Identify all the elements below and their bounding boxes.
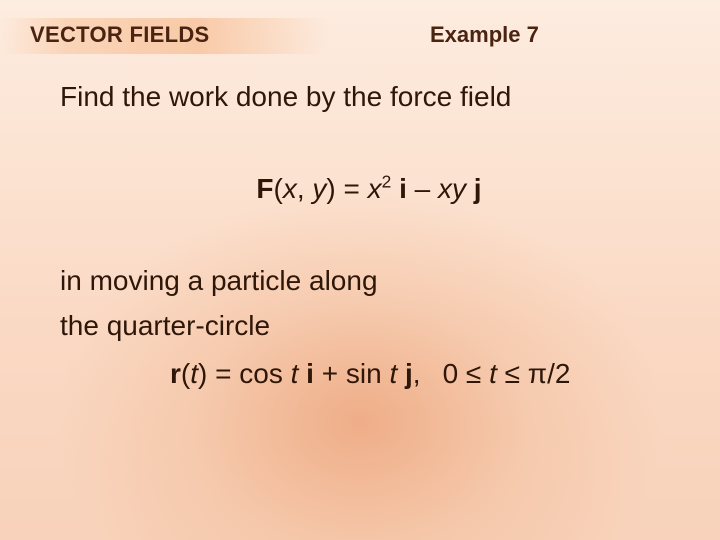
eq-unit-j: j: [474, 173, 482, 204]
eq-unit-j: j: [405, 358, 413, 389]
slide-body: Find the work done by the force field F(…: [60, 78, 678, 393]
range-text: 0 ≤: [443, 358, 490, 389]
eq-text: [298, 358, 306, 389]
eq-F-symbol: F: [256, 173, 273, 204]
eq-text: + sin: [314, 358, 389, 389]
range-text: ≤ π/2: [497, 358, 571, 389]
eq-text: [391, 173, 399, 204]
eq-text: ) = cos: [198, 358, 291, 389]
eq-r-symbol: r: [170, 358, 181, 389]
intro-line: Find the work done by the force field: [60, 78, 678, 116]
force-field-equation: F(x, y) = x2 i – xy j: [60, 170, 678, 208]
eq-text: (: [274, 173, 283, 204]
body-line-2: in moving a particle along: [60, 262, 678, 300]
eq-var-t: t: [190, 358, 198, 389]
eq-exp-2: 2: [382, 171, 392, 191]
eq-unit-i: i: [306, 358, 314, 389]
eq-text: (: [181, 358, 190, 389]
eq-var-x: x: [283, 173, 297, 204]
eq-text: [397, 358, 405, 389]
eq-var-x2-base: x: [368, 173, 382, 204]
slide: VECTOR FIELDS Example 7 Find the work do…: [0, 0, 720, 540]
eq-text: ,: [297, 173, 313, 204]
eq-unit-i: i: [399, 173, 407, 204]
eq-text: –: [407, 173, 438, 204]
curve-equation: r(t) = cos t i + sin t j,0 ≤ t ≤ π/2: [60, 355, 678, 393]
section-title: VECTOR FIELDS: [30, 22, 210, 48]
example-label: Example 7: [430, 22, 539, 48]
eq-var-t: t: [489, 358, 497, 389]
eq-text: [466, 173, 474, 204]
t-range: 0 ≤ t ≤ π/2: [443, 355, 571, 393]
body-line-3: the quarter-circle: [60, 307, 678, 345]
eq-text: ,: [413, 358, 421, 389]
eq-text: ) =: [326, 173, 367, 204]
eq-var-xy: xy: [438, 173, 466, 204]
eq-var-y: y: [312, 173, 326, 204]
